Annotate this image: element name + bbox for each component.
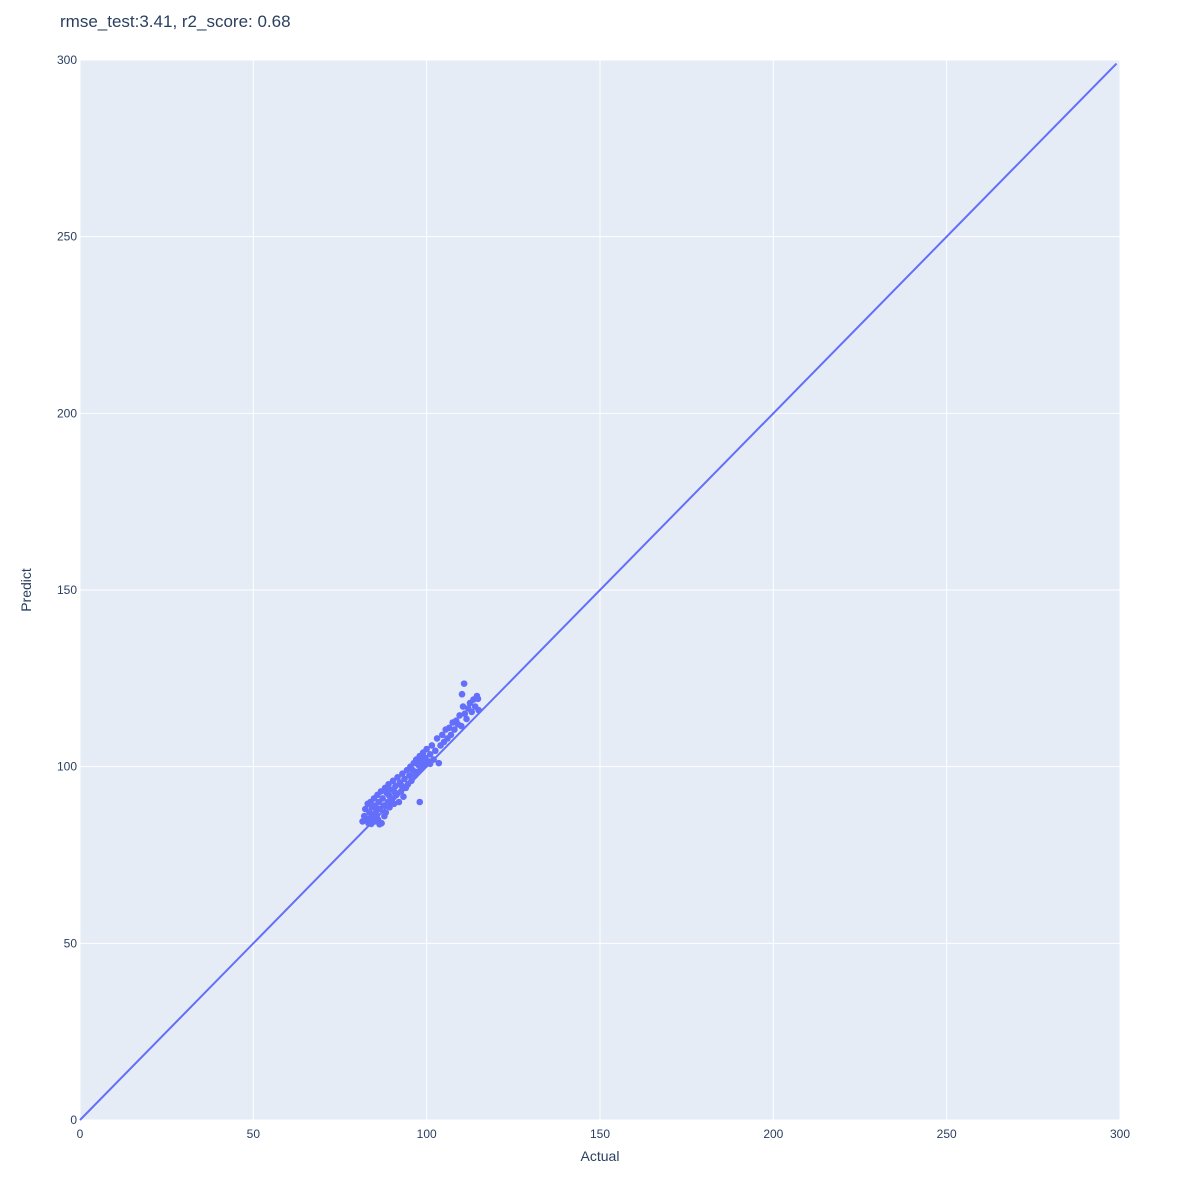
x-axis-title: Actual [581,1148,620,1164]
x-tick-label: 0 [77,1127,84,1141]
scatter-point [373,812,381,819]
y-tick-label: 150 [57,583,77,597]
x-tick-label: 200 [763,1127,783,1141]
scatter-point [426,751,434,758]
chart-title: rmse_test:3.41, r2_score: 0.68 [60,12,291,31]
scatter-point [463,715,470,723]
scatter-point [451,726,458,733]
scatter-point [392,782,399,790]
y-axis-title: Predict [18,568,34,612]
scatter-point [433,735,441,742]
scatter-point [365,816,373,823]
scatter-point [445,724,453,732]
scatter-point [461,710,469,717]
scatter-point [394,773,401,781]
tick-layer: 0 50 100 150 200 250 300 0 50 100 150 200 250 300 [57,53,1130,1141]
scatter-point [438,731,446,739]
scatter-point [416,798,424,806]
identity-line [79,62,1118,1121]
points-layer [359,680,482,828]
scatter-point [395,798,403,806]
y-tick-label: 50 [64,936,78,950]
scatter-point [408,777,415,785]
scatter-point [397,788,405,795]
scatter-point [385,781,392,788]
scatter-point [401,775,408,783]
scatter-point [458,722,465,730]
y-tick-label: 100 [57,760,77,774]
scatter-point [435,759,443,767]
scatter-point [459,703,467,710]
line-layer [79,62,1118,1121]
scatter-point [474,695,482,703]
scatter-point [426,760,434,768]
y-tick-label: 0 [70,1113,77,1127]
scatter-point [385,792,393,799]
scatter-point [458,690,466,698]
scatter-point [389,777,397,785]
scatter-point [376,820,383,828]
scatter-point [468,708,476,716]
y-tick-label: 250 [57,230,77,244]
scatter-point [423,745,430,753]
scatter-point [432,747,439,755]
scatter-point [381,812,388,820]
scatter-point [428,742,436,749]
x-tick-label: 50 [247,1127,261,1141]
scatter-point [398,782,406,790]
scatter-point [399,770,406,778]
y-tick-label: 300 [57,53,77,67]
x-tick-label: 100 [417,1127,437,1141]
scatter-point [391,788,399,796]
scatter-point [406,772,413,779]
x-tick-label: 250 [937,1127,957,1141]
x-tick-label: 150 [590,1127,610,1141]
x-tick-label: 300 [1110,1127,1130,1141]
scatter-point [456,712,463,719]
scatter-point [400,793,407,800]
scatter-point [386,804,393,811]
scatter-point [447,731,455,739]
scatter-point [379,795,386,802]
y-tick-label: 200 [57,406,77,420]
scatter-point [475,706,482,714]
scatter-point [460,680,468,687]
